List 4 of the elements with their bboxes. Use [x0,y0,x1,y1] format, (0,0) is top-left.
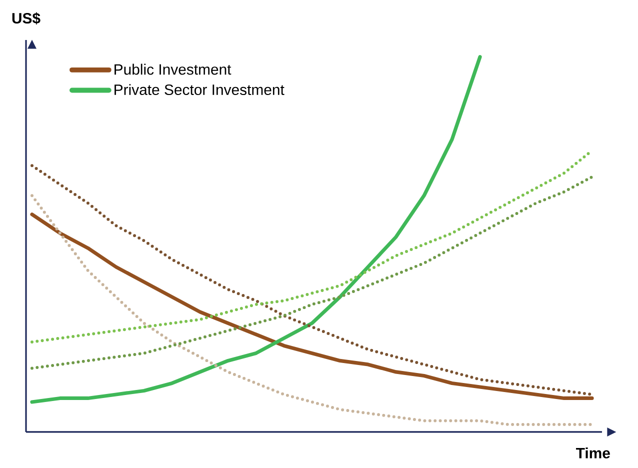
x-axis-title: Time [576,447,610,458]
y-axis-title: US$ [12,12,40,25]
legend-label: Public Investment [114,64,232,75]
legend-label: Private Sector Investment [114,84,284,96]
